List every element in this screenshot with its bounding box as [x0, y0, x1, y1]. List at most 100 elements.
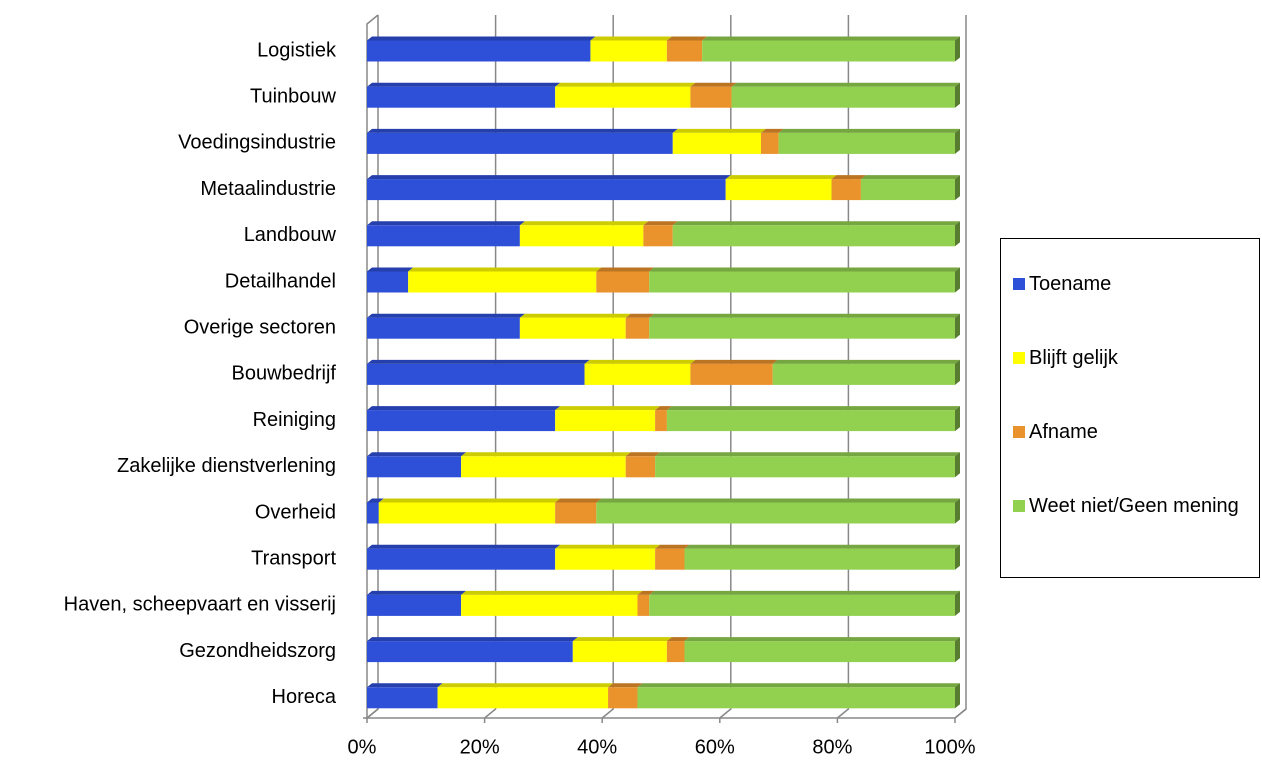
bar-top: [367, 313, 525, 318]
bar: [555, 502, 597, 524]
bar: [684, 641, 955, 663]
legend-swatch: [1013, 426, 1025, 438]
bar: [367, 179, 726, 201]
legend-item: Weet niet/Geen mening: [1013, 493, 1253, 519]
y-tick-label: Tuinbouw: [250, 85, 337, 107]
bar: [778, 132, 955, 154]
bar-top: [778, 128, 960, 133]
bar: [725, 179, 832, 201]
bar: [367, 271, 409, 293]
bar: [367, 456, 462, 478]
bar: [408, 271, 597, 293]
bar-top: [637, 590, 655, 595]
bar-top: [666, 406, 960, 411]
bar-top: [367, 498, 384, 503]
bar: [684, 548, 955, 570]
grid-line: [601, 15, 614, 719]
bar: [367, 548, 556, 570]
legend-item: Afname: [1013, 419, 1253, 445]
bar-top: [584, 359, 696, 364]
bar: [672, 132, 761, 154]
bar: [367, 225, 520, 247]
bar-top: [367, 221, 525, 226]
bar: [702, 40, 955, 62]
bar-top: [649, 267, 960, 272]
bar-top: [555, 498, 602, 503]
bar-side: [955, 452, 960, 478]
y-tick-label: Bouwbedrijf: [231, 363, 336, 385]
bar-top: [725, 175, 837, 180]
bar: [367, 687, 438, 709]
bar: [437, 687, 609, 709]
bar: [608, 687, 638, 709]
bar: [760, 132, 779, 154]
bar-top: [378, 498, 561, 503]
bar-side: [955, 683, 960, 709]
bar-top: [367, 128, 678, 133]
bar: [655, 410, 667, 432]
bar-top: [572, 637, 672, 642]
bar: [367, 641, 573, 663]
bar: [666, 40, 703, 62]
y-tick-label: Transport: [251, 547, 336, 569]
legend-label: Afname: [1029, 421, 1098, 443]
bar: [731, 86, 955, 108]
x-tick-label: 40%: [577, 736, 617, 758]
bar: [572, 641, 667, 663]
bar: [649, 317, 955, 339]
bar: [637, 594, 650, 616]
bar-side: [955, 498, 960, 524]
bar-top: [408, 267, 602, 272]
bar: [666, 410, 955, 432]
bar-top: [461, 590, 643, 595]
chart: 0% 20% 40% 60% 80% 100% Logistiek Tuinbouw Voedi…: [64, 14, 976, 758]
x-tick-label: 0%: [348, 736, 377, 758]
bar: [555, 548, 656, 570]
bar: [367, 363, 585, 385]
bar: [643, 225, 673, 247]
bar: [367, 86, 556, 108]
bar-top: [596, 498, 960, 503]
bar-top: [590, 36, 672, 41]
bar-top: [596, 267, 655, 272]
bar: [367, 594, 462, 616]
bar-top: [684, 637, 960, 642]
grid-line: [836, 15, 850, 719]
bar-top: [555, 406, 661, 411]
bar-top: [831, 175, 866, 180]
bar: [367, 410, 556, 432]
legend-label: Toename: [1029, 273, 1112, 295]
y-tick-label: Landbouw: [244, 224, 337, 246]
bar-top: [367, 452, 467, 457]
bar-top: [637, 683, 960, 688]
y-tick-label: Haven, scheepvaart en visserij: [64, 594, 336, 616]
x-tick-label: 100%: [924, 736, 975, 758]
bar-top: [367, 683, 443, 688]
bar-top: [367, 590, 467, 595]
bar: [649, 271, 955, 293]
y-tick-label: Reiniging: [253, 409, 336, 431]
bar: [461, 456, 626, 478]
bar-top: [655, 406, 672, 411]
bar-top: [625, 313, 655, 318]
bar-top: [367, 406, 561, 411]
bar: [596, 502, 955, 524]
bar-top: [367, 637, 578, 642]
y-tick-label: Zakelijke dienstverlening: [117, 455, 336, 477]
bar-top: [519, 221, 649, 226]
bar: [596, 271, 650, 293]
y-tick-label: Gezondheidszorg: [179, 640, 336, 662]
bar-top: [367, 267, 414, 272]
bar-top: [367, 359, 590, 364]
bar: [860, 179, 955, 201]
bar: [367, 132, 673, 154]
bar-side: [955, 590, 960, 616]
bar: [519, 317, 626, 339]
bar: [666, 641, 685, 663]
bar-top: [643, 221, 678, 226]
x-tick-label: 20%: [460, 736, 500, 758]
legend-label: Weet niet/Geen mening: [1029, 495, 1239, 517]
bar-side: [955, 267, 960, 293]
bar: [519, 225, 644, 247]
bar: [690, 86, 732, 108]
